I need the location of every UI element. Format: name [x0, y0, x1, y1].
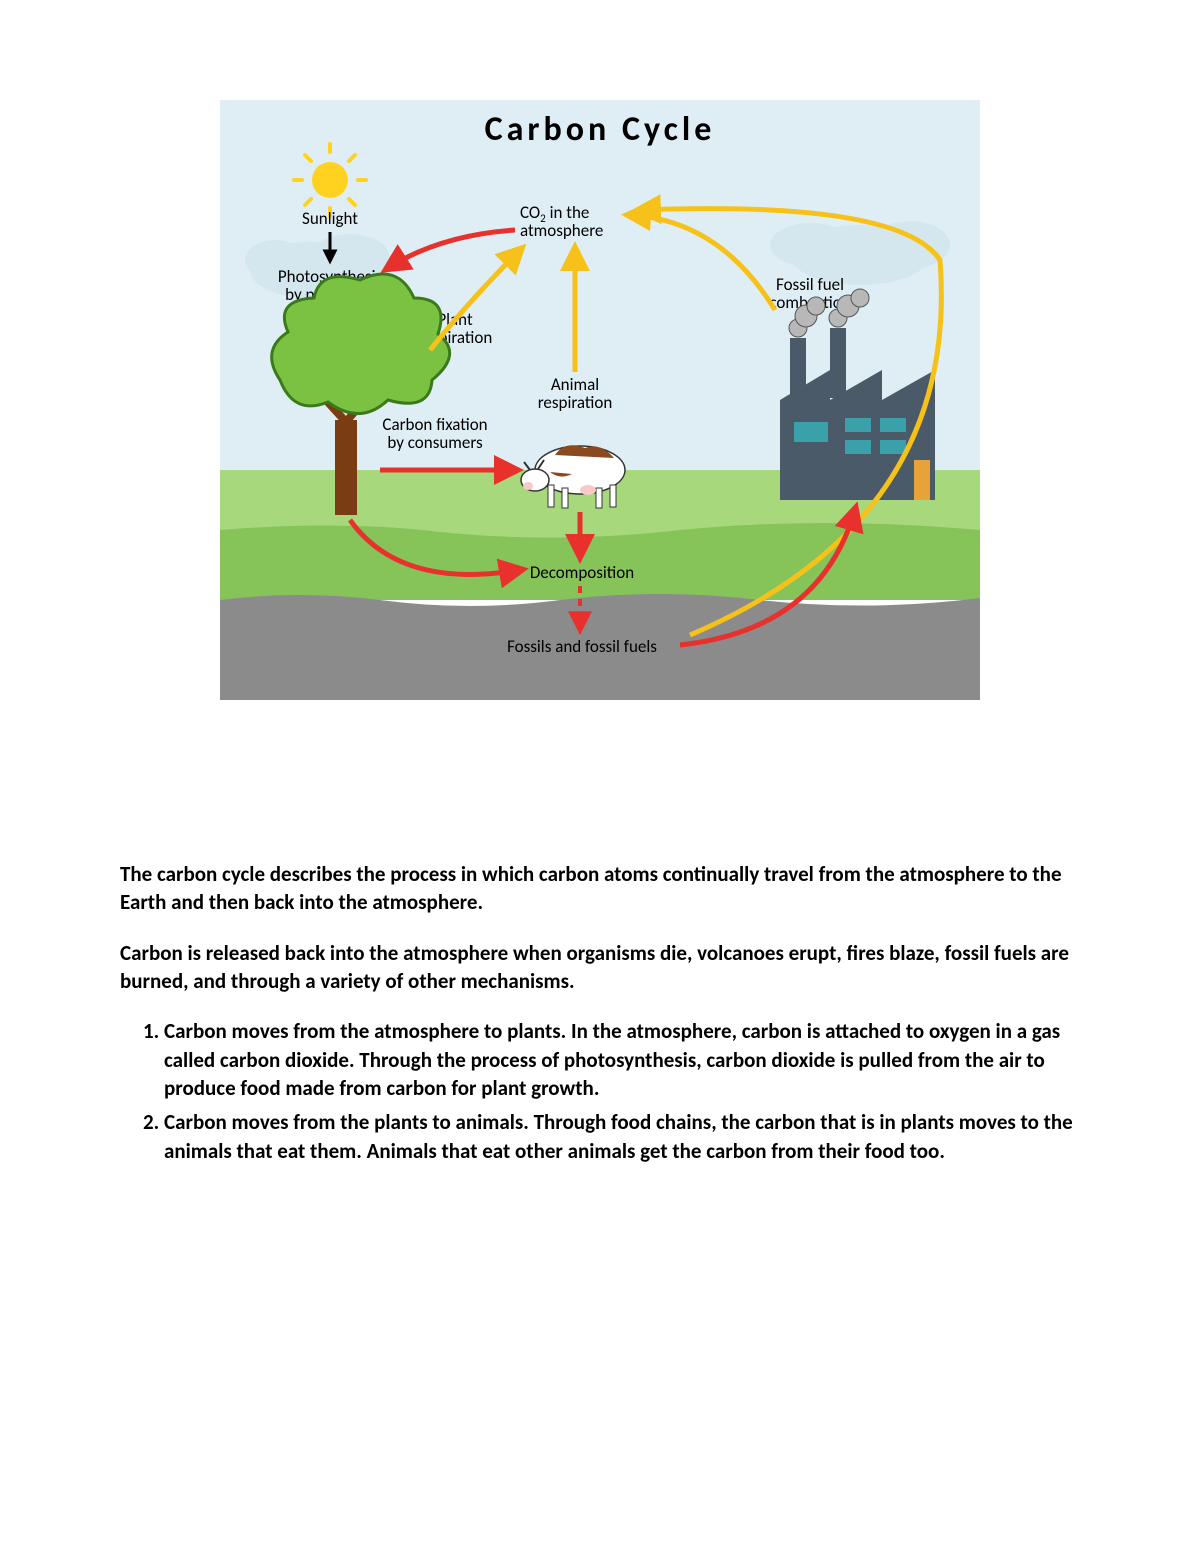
label-decomposition: Decomposition — [530, 562, 634, 583]
label-animal-resp-l2: respiration — [538, 392, 613, 413]
svg-text:atmosphere: atmosphere — [520, 220, 603, 241]
document-page: Carbon Cycle Sunlight Photosynthesis b — [0, 0, 1200, 1553]
para-2: Carbon is released back into the atmosph… — [120, 939, 1080, 996]
label-carbon-fix-l2: by consumers — [387, 432, 483, 453]
para-1: The carbon cycle describes the process i… — [120, 860, 1080, 917]
label-fossils: Fossils and fossil fuels — [507, 636, 657, 657]
body-text: The carbon cycle describes the process i… — [120, 860, 1080, 1165]
steps-list: Carbon moves from the atmosphere to plan… — [164, 1017, 1080, 1165]
diagram-svg: Carbon Cycle Sunlight Photosynthesis b — [220, 100, 980, 700]
list-item: Carbon moves from the atmosphere to plan… — [164, 1017, 1080, 1102]
carbon-cycle-diagram: Carbon Cycle Sunlight Photosynthesis b — [220, 100, 980, 700]
diagram-title: Carbon Cycle — [485, 109, 716, 150]
list-item: Carbon moves from the plants to animals.… — [164, 1108, 1080, 1165]
label-sunlight: Sunlight — [302, 208, 358, 229]
